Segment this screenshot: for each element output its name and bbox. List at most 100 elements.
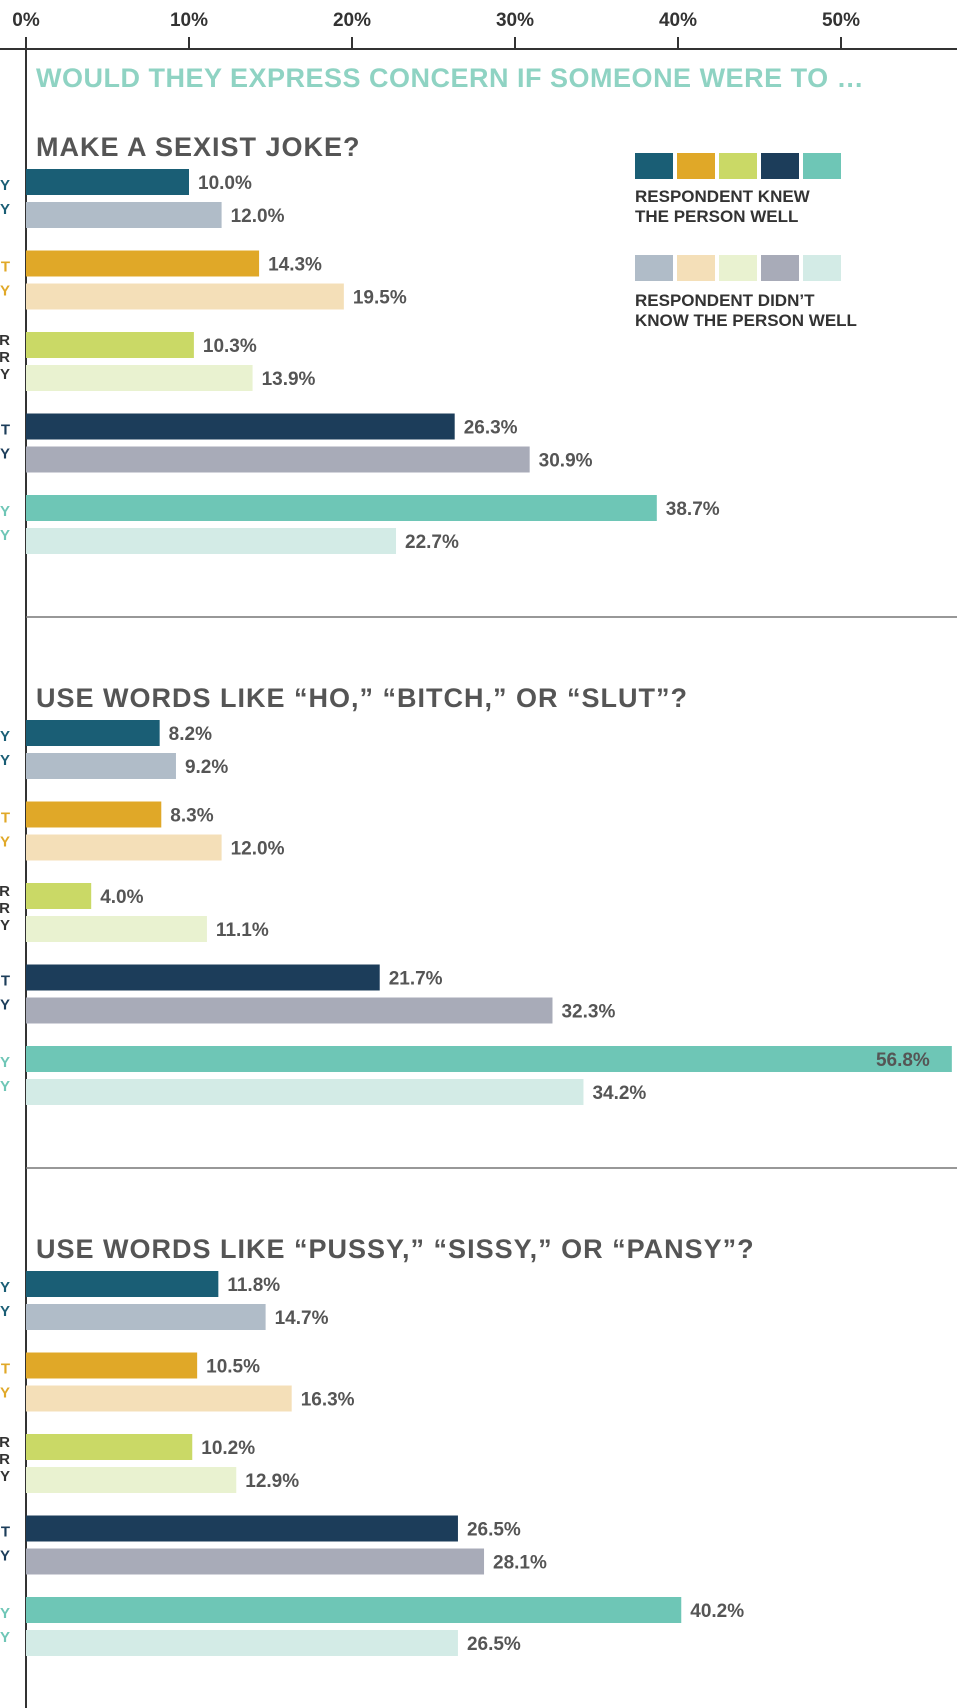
value-label: 26.5% [467,1520,521,1541]
category-label-fragment: T [1,973,10,990]
value-label: 9.2% [185,757,228,778]
panel-title: USE WORDS LIKE “PUSSY,” “SISSY,” OR “PAN… [36,1234,755,1264]
bar-knew [26,801,162,828]
bar-knew [26,1515,458,1542]
value-label: 12.0% [231,839,285,860]
category-label-fragment: T [1,422,10,439]
bar-didnt-know [26,283,344,310]
value-label: 10.3% [203,336,257,357]
category-label-fragment: R [0,332,10,349]
value-label: 10.5% [206,1357,260,1378]
category-label-fragment: Y [0,997,10,1014]
value-label: 8.3% [170,806,213,827]
bar-didnt-know [26,202,222,228]
value-label: 16.3% [301,1390,355,1411]
x-axis: 0% 10% 20% 30% 40% 50% [0,10,957,1708]
category-label-fragment: Y [0,503,10,520]
category-label-fragment: R [0,883,10,900]
legend-swatch-didnt-know [761,255,799,281]
value-label: 12.9% [245,1471,299,1492]
value-label: 56.8% [876,1050,930,1071]
category-label-fragment: T [1,1524,10,1541]
chart-title: WOULD THEY EXPRESS CONCERN IF SOMEONE WE… [36,63,864,93]
category-label-fragment: R [0,1451,10,1468]
legend-swatch-didnt-know [719,255,757,281]
category-label-fragment: Y [0,366,10,383]
bar-knew [26,332,194,358]
category-label-fragment: T [1,1361,10,1378]
bar-didnt-know [26,1079,584,1105]
legend-label-knew: RESPONDENT KNEW [635,187,811,206]
category-label-fragment: Y [0,177,10,194]
bar-knew [26,1597,682,1623]
legend-swatch-knew [677,153,715,179]
panel: USE WORDS LIKE “PUSSY,” “SISSY,” OR “PAN… [0,1234,755,1656]
legend-swatch-knew [719,153,757,179]
bar-didnt-know [26,834,222,861]
legend-label-didnt-know: KNOW THE PERSON WELL [635,311,857,330]
category-label-fragment: Y [0,1629,10,1646]
value-label: 12.0% [231,206,285,227]
value-label: 10.0% [198,173,252,194]
legend-swatch-didnt-know [635,255,673,281]
value-label: 4.0% [100,887,143,908]
category-label-fragment: T [1,810,10,827]
category-label-fragment: Y [0,917,10,934]
value-label: 28.1% [493,1553,547,1574]
category-label-fragment: Y [0,1605,10,1622]
category-label-fragment: T [1,259,10,276]
x-tick-label: 20% [333,10,371,31]
bar-didnt-know [26,528,397,554]
panel-title: USE WORDS LIKE “HO,” “BITCH,” OR “SLUT”? [36,683,688,713]
category-label-fragment: Y [0,1468,10,1485]
bar-didnt-know [26,997,553,1024]
bar-knew [26,169,189,195]
category-label-fragment: Y [0,834,10,851]
value-label: 32.3% [561,1002,615,1023]
legend-swatch-knew [761,153,799,179]
bar-didnt-know [26,365,253,391]
legend-label-didnt-know: RESPONDENT DIDN’T [635,291,815,310]
value-label: 26.3% [464,418,518,439]
value-label: 11.8% [227,1275,280,1296]
bar-didnt-know [26,1630,458,1656]
category-label-fragment: Y [0,1078,10,1095]
bar-knew [26,250,260,277]
value-label: 13.9% [262,369,316,390]
category-label-fragment: R [0,1434,10,1451]
category-label-fragment: Y [0,1548,10,1565]
bar-knew [26,720,160,746]
bar-knew [26,413,455,440]
value-label: 14.3% [268,255,322,276]
panel: MAKE A SEXIST JOKE?10.0%12.0%YY14.3%19.5… [0,132,957,618]
value-label: 11.1% [216,920,269,941]
panel: USE WORDS LIKE “HO,” “BITCH,” OR “SLUT”?… [0,683,957,1169]
bar-didnt-know [26,753,176,779]
category-label-fragment: Y [0,1279,10,1296]
bar-knew [26,1352,198,1379]
x-tick-label: 10% [170,10,208,31]
x-tick-label: 40% [659,10,697,31]
bar-didnt-know [26,446,530,473]
bar-knew [26,1434,193,1460]
category-label-fragment: Y [0,1303,10,1320]
bar-knew [26,964,380,991]
panel-title: MAKE A SEXIST JOKE? [36,132,361,162]
value-label: 26.5% [467,1634,521,1655]
category-label-fragment: Y [0,201,10,218]
bar-didnt-know [26,1548,485,1575]
value-label: 38.7% [666,499,720,520]
value-label: 34.2% [592,1083,646,1104]
bar-knew [26,1046,952,1072]
category-label-fragment: Y [0,446,10,463]
value-label: 10.2% [201,1438,255,1459]
value-label: 40.2% [690,1601,744,1622]
category-label-fragment: Y [0,1385,10,1402]
x-tick-label: 50% [822,10,860,31]
category-label-fragment: Y [0,1054,10,1071]
value-label: 8.2% [169,724,212,745]
value-label: 22.7% [405,532,459,553]
category-label-fragment: Y [0,752,10,769]
bar-didnt-know [26,1385,292,1412]
